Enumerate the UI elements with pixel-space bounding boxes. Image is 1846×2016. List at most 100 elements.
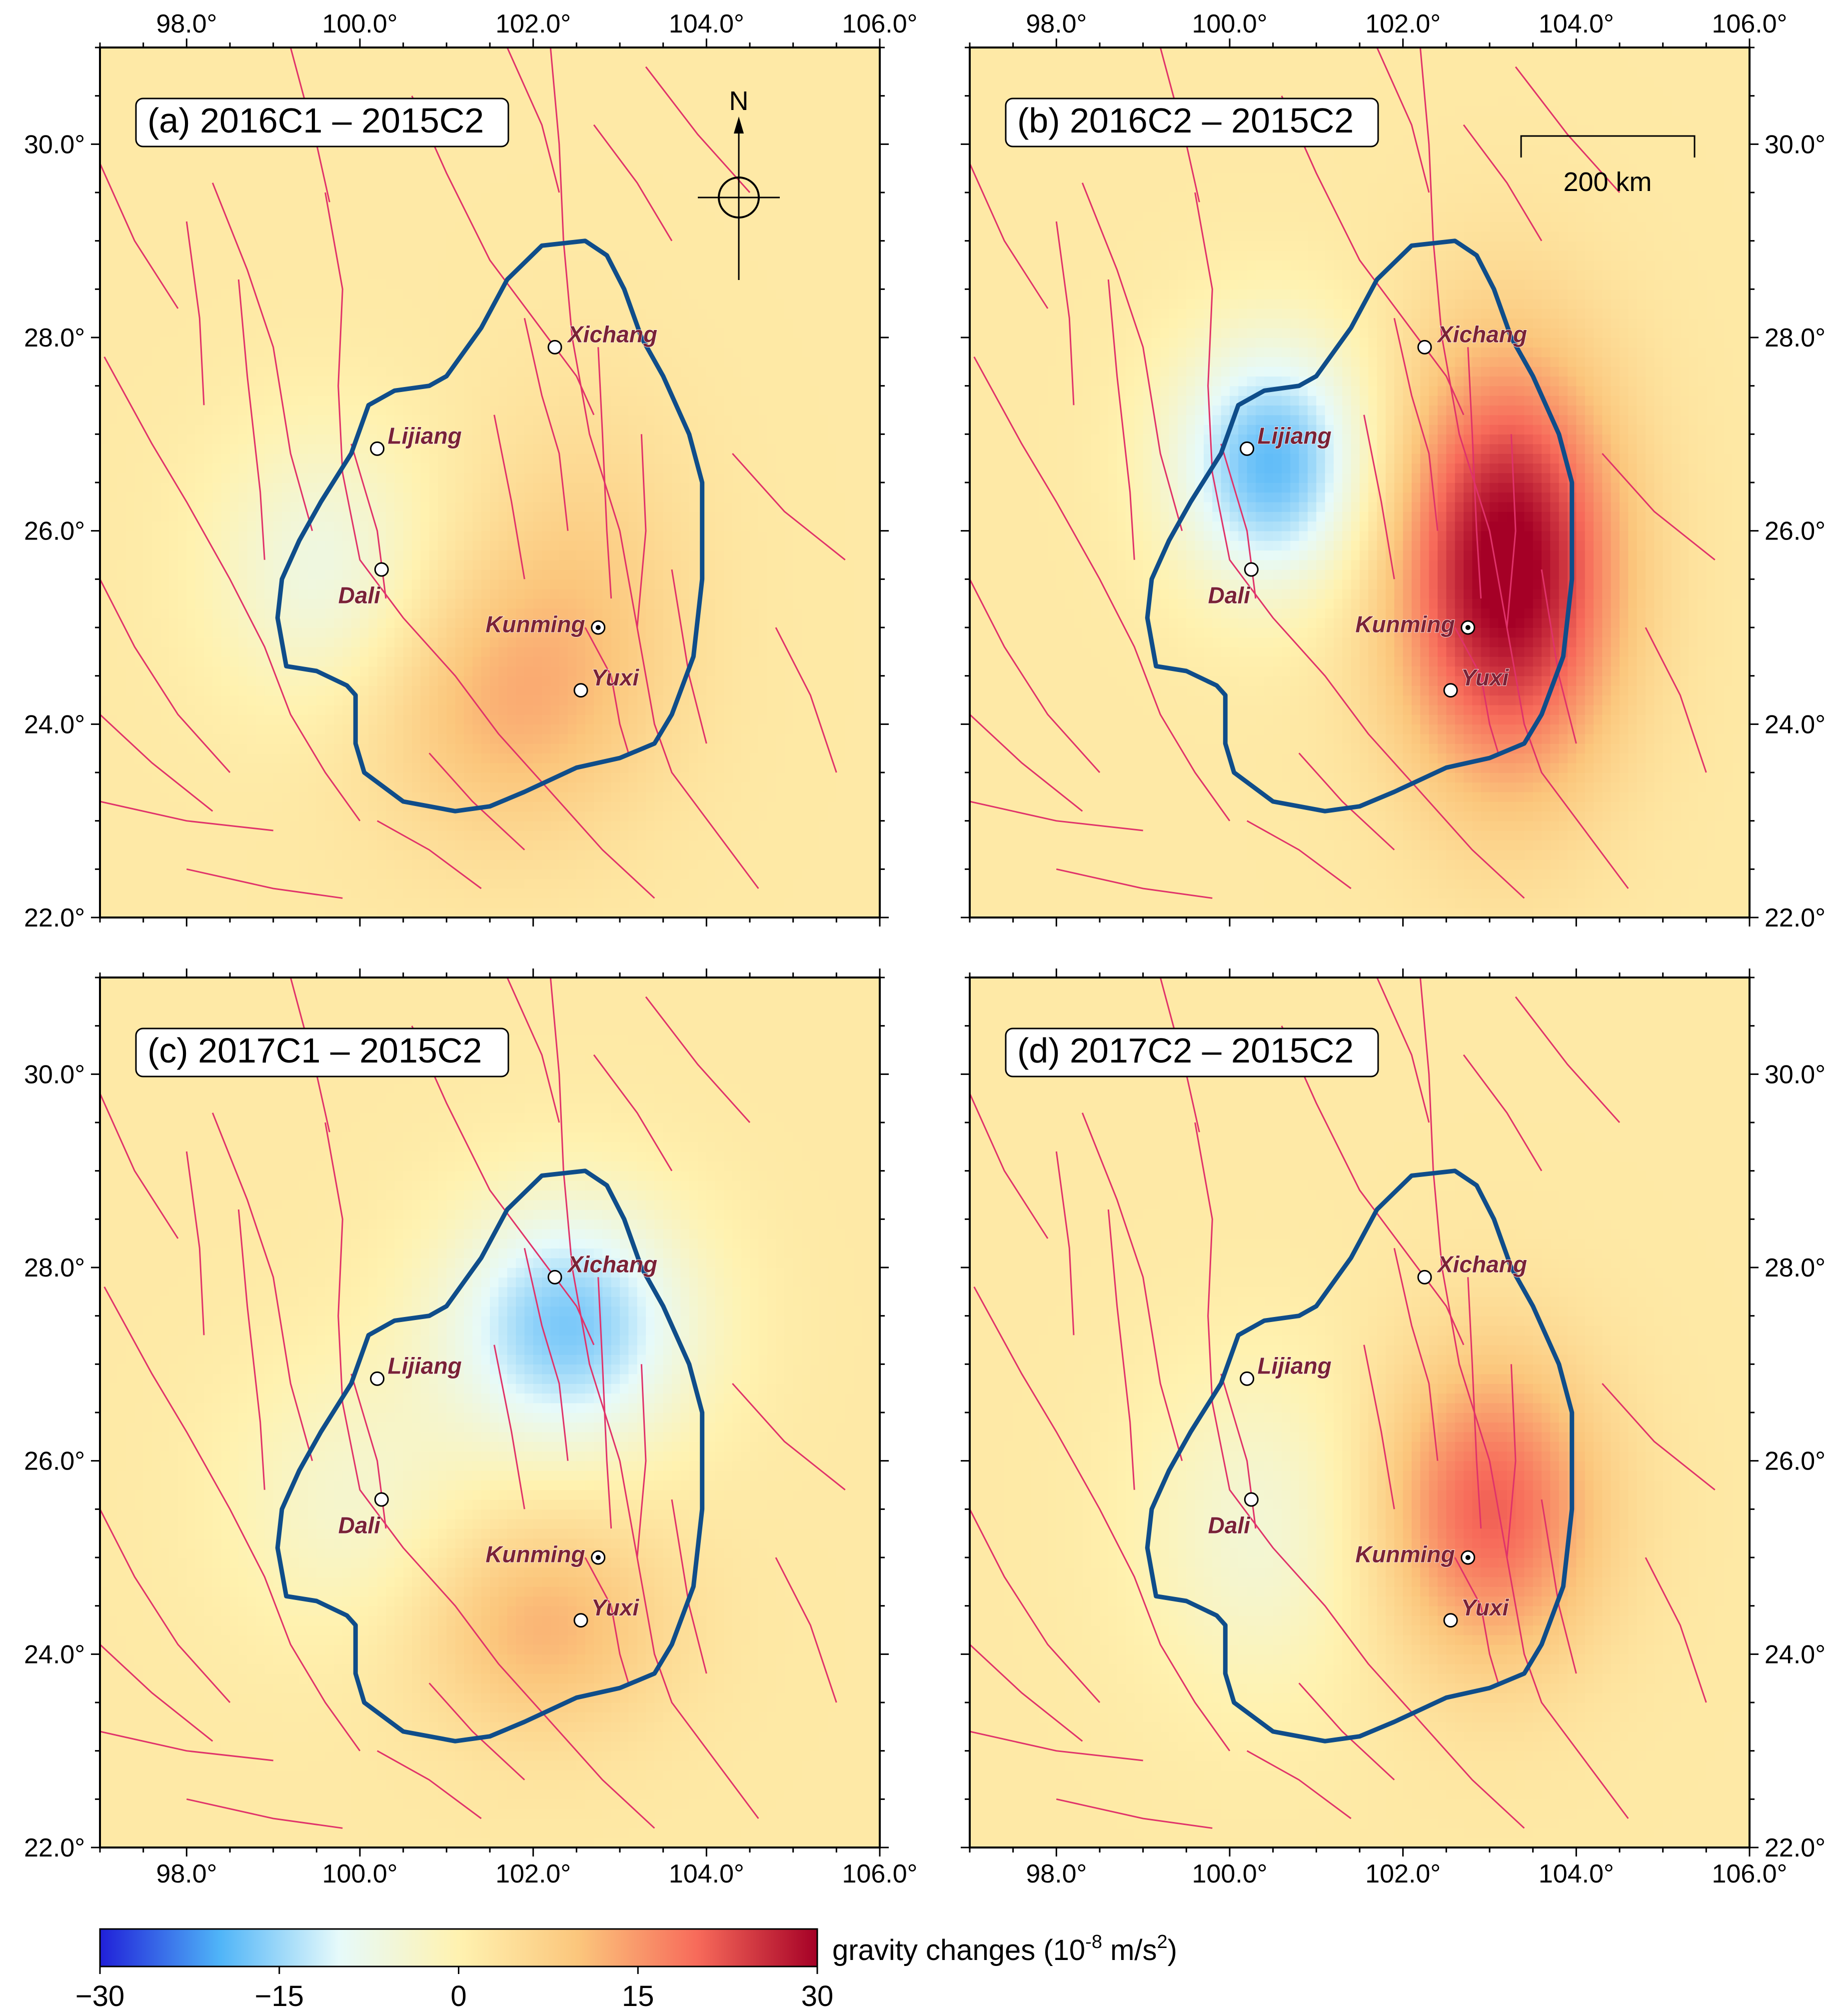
field-cell [186,744,196,754]
field-cell [698,656,707,667]
field-cell [126,714,135,725]
field-cell [507,550,516,560]
field-cell [334,608,343,618]
field-cell [758,405,768,416]
field-cell [715,676,724,686]
field-cell [828,482,837,493]
field-cell [516,734,525,744]
field-cell [819,540,828,551]
field-cell [186,666,196,676]
field-cell [351,802,360,812]
field-cell [732,492,742,502]
field-cell [204,424,213,435]
field-cell [238,676,248,686]
field-cell [100,444,109,454]
field-cell [117,860,126,870]
field-cell [178,772,187,783]
field-cell [195,908,204,918]
field-cell [455,724,464,734]
field-cell [117,502,126,512]
field-cell [178,521,187,532]
field-cell [117,396,126,406]
field-cell [767,686,776,696]
field-cell [256,560,265,570]
field-cell [342,695,352,706]
field-cell [412,492,421,502]
field-cell [204,782,213,792]
field-cell [594,850,603,860]
field-cell [611,676,620,686]
field-cell [576,512,586,522]
field-cell [732,820,742,831]
field-cell [117,434,126,444]
field-cell [308,646,317,657]
field-cell [871,695,880,706]
field-cell [316,618,326,628]
field-cell [715,714,724,725]
field-cell [230,472,239,483]
field-cell [455,888,464,899]
field-cell [516,802,525,812]
field-cell [715,386,724,396]
field-cell [325,753,334,764]
field-cell [212,782,222,792]
field-cell [672,850,681,860]
field-cell [264,869,274,880]
field-cell [628,676,638,686]
field-cell [360,676,369,686]
field-cell [273,898,282,908]
field-cell [169,618,178,628]
field-cell [672,734,681,744]
field-cell [672,472,681,483]
field-cell [178,724,187,734]
field-cell [689,714,698,725]
field-cell [264,830,274,841]
field-cell [750,744,759,754]
field-cell [230,734,239,744]
field-cell [178,414,187,425]
field-cell [732,734,742,744]
field-cell [238,463,248,474]
field-cell [100,560,109,570]
field-cell [611,666,620,676]
field-cell [862,560,872,570]
field-cell [793,898,802,908]
field-cell [490,530,499,541]
field-cell [559,502,568,512]
field-cell [776,598,785,609]
field-cell [100,878,109,889]
field-cell [576,540,586,551]
field-cell [516,724,525,734]
field-cell [758,540,768,551]
field-cell [680,405,690,416]
field-cell [386,850,395,860]
field-cell [256,860,265,870]
field-cell [724,386,733,396]
field-cell [750,782,759,792]
field-cell [412,734,421,744]
field-cell [516,908,525,918]
field-cell [212,463,222,474]
field-cell [464,376,473,386]
field-cell [420,454,430,464]
field-cell [793,840,802,850]
field-cell [836,512,846,522]
field-cell [160,386,170,396]
field-cell [732,772,742,783]
field-cell [230,376,239,386]
field-cell [732,878,742,889]
field-cell [152,463,161,474]
field-cell [672,424,681,435]
field-cell [628,811,638,822]
field-cell [117,820,126,831]
field-cell [342,850,352,860]
field-cell [776,482,785,493]
field-cell [810,724,820,734]
field-cell [568,646,577,657]
field-cell [498,860,508,870]
field-cell [559,850,568,860]
field-cell [299,744,308,754]
field-cell [412,676,421,686]
field-cell [334,502,343,512]
field-cell [290,618,300,628]
